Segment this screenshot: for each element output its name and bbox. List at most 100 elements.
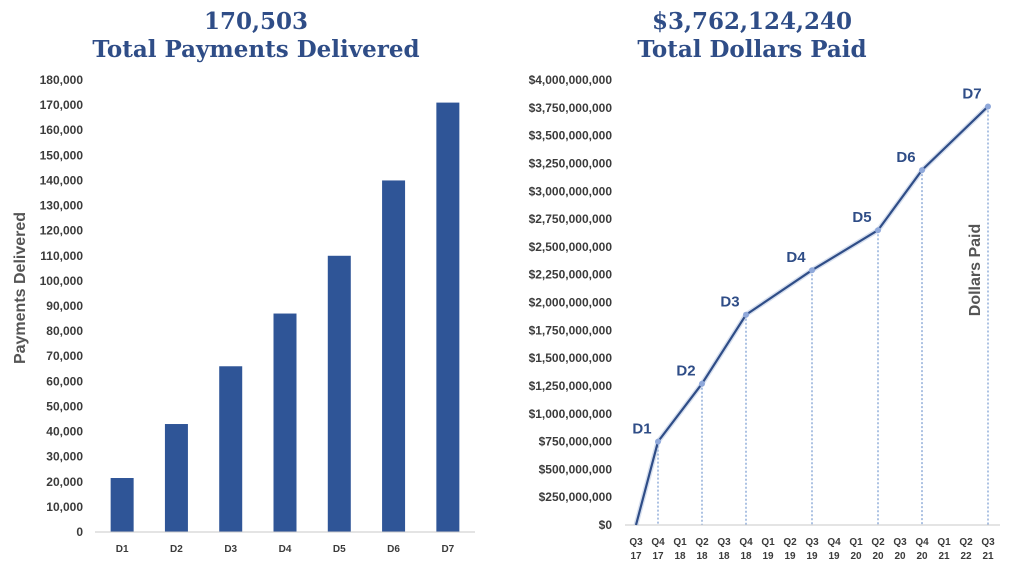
x-tick-quarter: Q1 — [937, 537, 951, 548]
x-tick-year: 18 — [740, 551, 752, 562]
x-tick-year: 18 — [718, 551, 730, 562]
y-tick-label: 70,000 — [46, 349, 83, 363]
x-tick-year: 17 — [652, 551, 664, 562]
y-tick-label: 120,000 — [40, 224, 84, 238]
dollars-headline: $3,762,124,240 Total Dollars Paid — [480, 8, 1024, 64]
x-tick-year: 18 — [696, 551, 708, 562]
bars — [110, 102, 460, 532]
y-tick-label: 50,000 — [46, 399, 83, 413]
x-tick-year: 19 — [784, 551, 796, 562]
y-tick-label: $2,000,000,000 — [529, 296, 613, 310]
x-tick-year: 17 — [630, 551, 642, 562]
dollars-y-axis-label: Dollars Paid — [967, 224, 984, 316]
y-tick-label: $0 — [599, 518, 613, 532]
y-tick-label: $3,500,000,000 — [529, 129, 613, 143]
y-tick-label: 180,000 — [40, 73, 84, 87]
point-label: D4 — [786, 249, 806, 266]
y-tick-label: 10,000 — [46, 500, 83, 514]
point-label: D7 — [962, 85, 981, 102]
y-tick-label: $2,750,000,000 — [529, 212, 613, 226]
y-tick-label: 130,000 — [40, 199, 84, 213]
y-tick-label: 60,000 — [46, 374, 83, 388]
bar-d1 — [110, 478, 134, 532]
y-tick-label: $1,750,000,000 — [529, 323, 613, 337]
x-axis-ticks: D1 D2 D3 D4 D5 D6 D7 — [116, 544, 455, 555]
x-tick-label: D3 — [224, 544, 237, 555]
payments-total-title: 170,503 — [203, 8, 309, 35]
point-label: D3 — [720, 294, 739, 311]
payments-y-axis-label: Payments Delivered — [12, 212, 29, 364]
payments-bar-chart: 0 10,000 20,000 30,000 40,000 50,000 60,000 70,… — [12, 73, 475, 555]
x-tick-quarter: Q2 — [959, 537, 973, 548]
x-tick-label: D7 — [441, 544, 454, 555]
y-tick-label: $3,000,000,000 — [529, 184, 613, 198]
point-label: D2 — [676, 363, 695, 380]
y-tick-label: 0 — [76, 525, 83, 539]
y-tick-label: $2,500,000,000 — [529, 240, 613, 254]
x-tick-label: D4 — [279, 544, 292, 555]
x-tick-year: 21 — [982, 551, 994, 562]
y-tick-label: $500,000,000 — [539, 462, 613, 476]
y-tick-label: $250,000,000 — [539, 490, 613, 504]
y-tick-label: 20,000 — [46, 475, 83, 489]
data-point — [809, 267, 815, 274]
x-tick-year: 20 — [916, 551, 928, 562]
y-tick-label: $3,750,000,000 — [529, 101, 613, 115]
x-tick-quarter: Q1 — [673, 537, 687, 548]
y-axis-ticks: 0 10,000 20,000 30,000 40,000 50,000 60,000 70,… — [40, 73, 84, 539]
x-tick-label: D2 — [170, 544, 183, 555]
data-point — [985, 103, 991, 110]
x-tick-label: D1 — [116, 544, 129, 555]
y-tick-label: $2,250,000,000 — [529, 268, 613, 282]
payments-subtitle: Total Payments Delivered — [92, 36, 420, 63]
series-line — [634, 105, 989, 526]
data-point — [655, 438, 661, 445]
y-tick-label: $1,250,000,000 — [529, 379, 613, 393]
y-tick-label: $4,000,000,000 — [529, 73, 613, 87]
y-axis-ticks: $0 $250,000,000 $500,000,000 $750,000,000 $1… — [529, 73, 613, 532]
x-tick-quarter: Q1 — [849, 537, 863, 548]
x-tick-quarter: Q3 — [893, 537, 907, 548]
x-tick-year: 20 — [894, 551, 906, 562]
x-tick-quarter: Q3 — [717, 537, 731, 548]
x-tick-quarter: Q4 — [915, 537, 929, 548]
y-tick-label: 90,000 — [46, 299, 83, 313]
y-tick-label: $1,000,000,000 — [529, 407, 613, 421]
x-tick-year: 22 — [960, 551, 972, 562]
x-tick-quarter: Q4 — [827, 537, 841, 548]
data-point — [919, 167, 925, 174]
bar-d5 — [327, 255, 351, 532]
data-point — [875, 227, 881, 234]
y-tick-label: $750,000,000 — [539, 435, 613, 449]
payments-headline: 170,503 Total Payments Delivered — [0, 8, 512, 64]
y-tick-label: 150,000 — [40, 148, 84, 162]
drop-lines — [657, 106, 989, 525]
x-tick-label: D5 — [333, 544, 346, 555]
y-tick-label: 170,000 — [40, 98, 84, 112]
dollars-chart-panel: $3,762,124,240 Total Dollars Paid $0 $250… — [480, 0, 1024, 576]
y-tick-label: 30,000 — [46, 450, 83, 464]
bar-d4 — [273, 313, 297, 532]
x-tick-quarter: Q1 — [761, 537, 775, 548]
x-tick-quarter: Q2 — [783, 537, 797, 548]
bar-d2 — [164, 424, 188, 532]
point-label: D5 — [852, 209, 871, 226]
x-tick-quarter: Q4 — [739, 537, 753, 548]
y-tick-label: 110,000 — [40, 249, 83, 263]
x-tick-year: 18 — [674, 551, 686, 562]
x-tick-quarter: Q2 — [871, 537, 885, 548]
x-tick-quarter: Q3 — [981, 537, 995, 548]
y-tick-label: 40,000 — [46, 425, 83, 439]
dollars-total-title: $3,762,124,240 — [651, 8, 853, 35]
dollars-line-chart: $0 $250,000,000 $500,000,000 $750,000,000 $1… — [529, 73, 1000, 562]
bar-d3 — [219, 366, 243, 532]
x-tick-year: 20 — [850, 551, 862, 562]
y-tick-label: 140,000 — [40, 173, 84, 187]
x-tick-year: 19 — [828, 551, 840, 562]
x-tick-quarter: Q3 — [629, 537, 643, 548]
bar-d7 — [436, 102, 460, 532]
x-tick-label: D6 — [387, 544, 400, 555]
y-tick-label: $1,500,000,000 — [529, 351, 613, 365]
x-tick-year: 19 — [762, 551, 774, 562]
x-tick-year: 19 — [806, 551, 818, 562]
